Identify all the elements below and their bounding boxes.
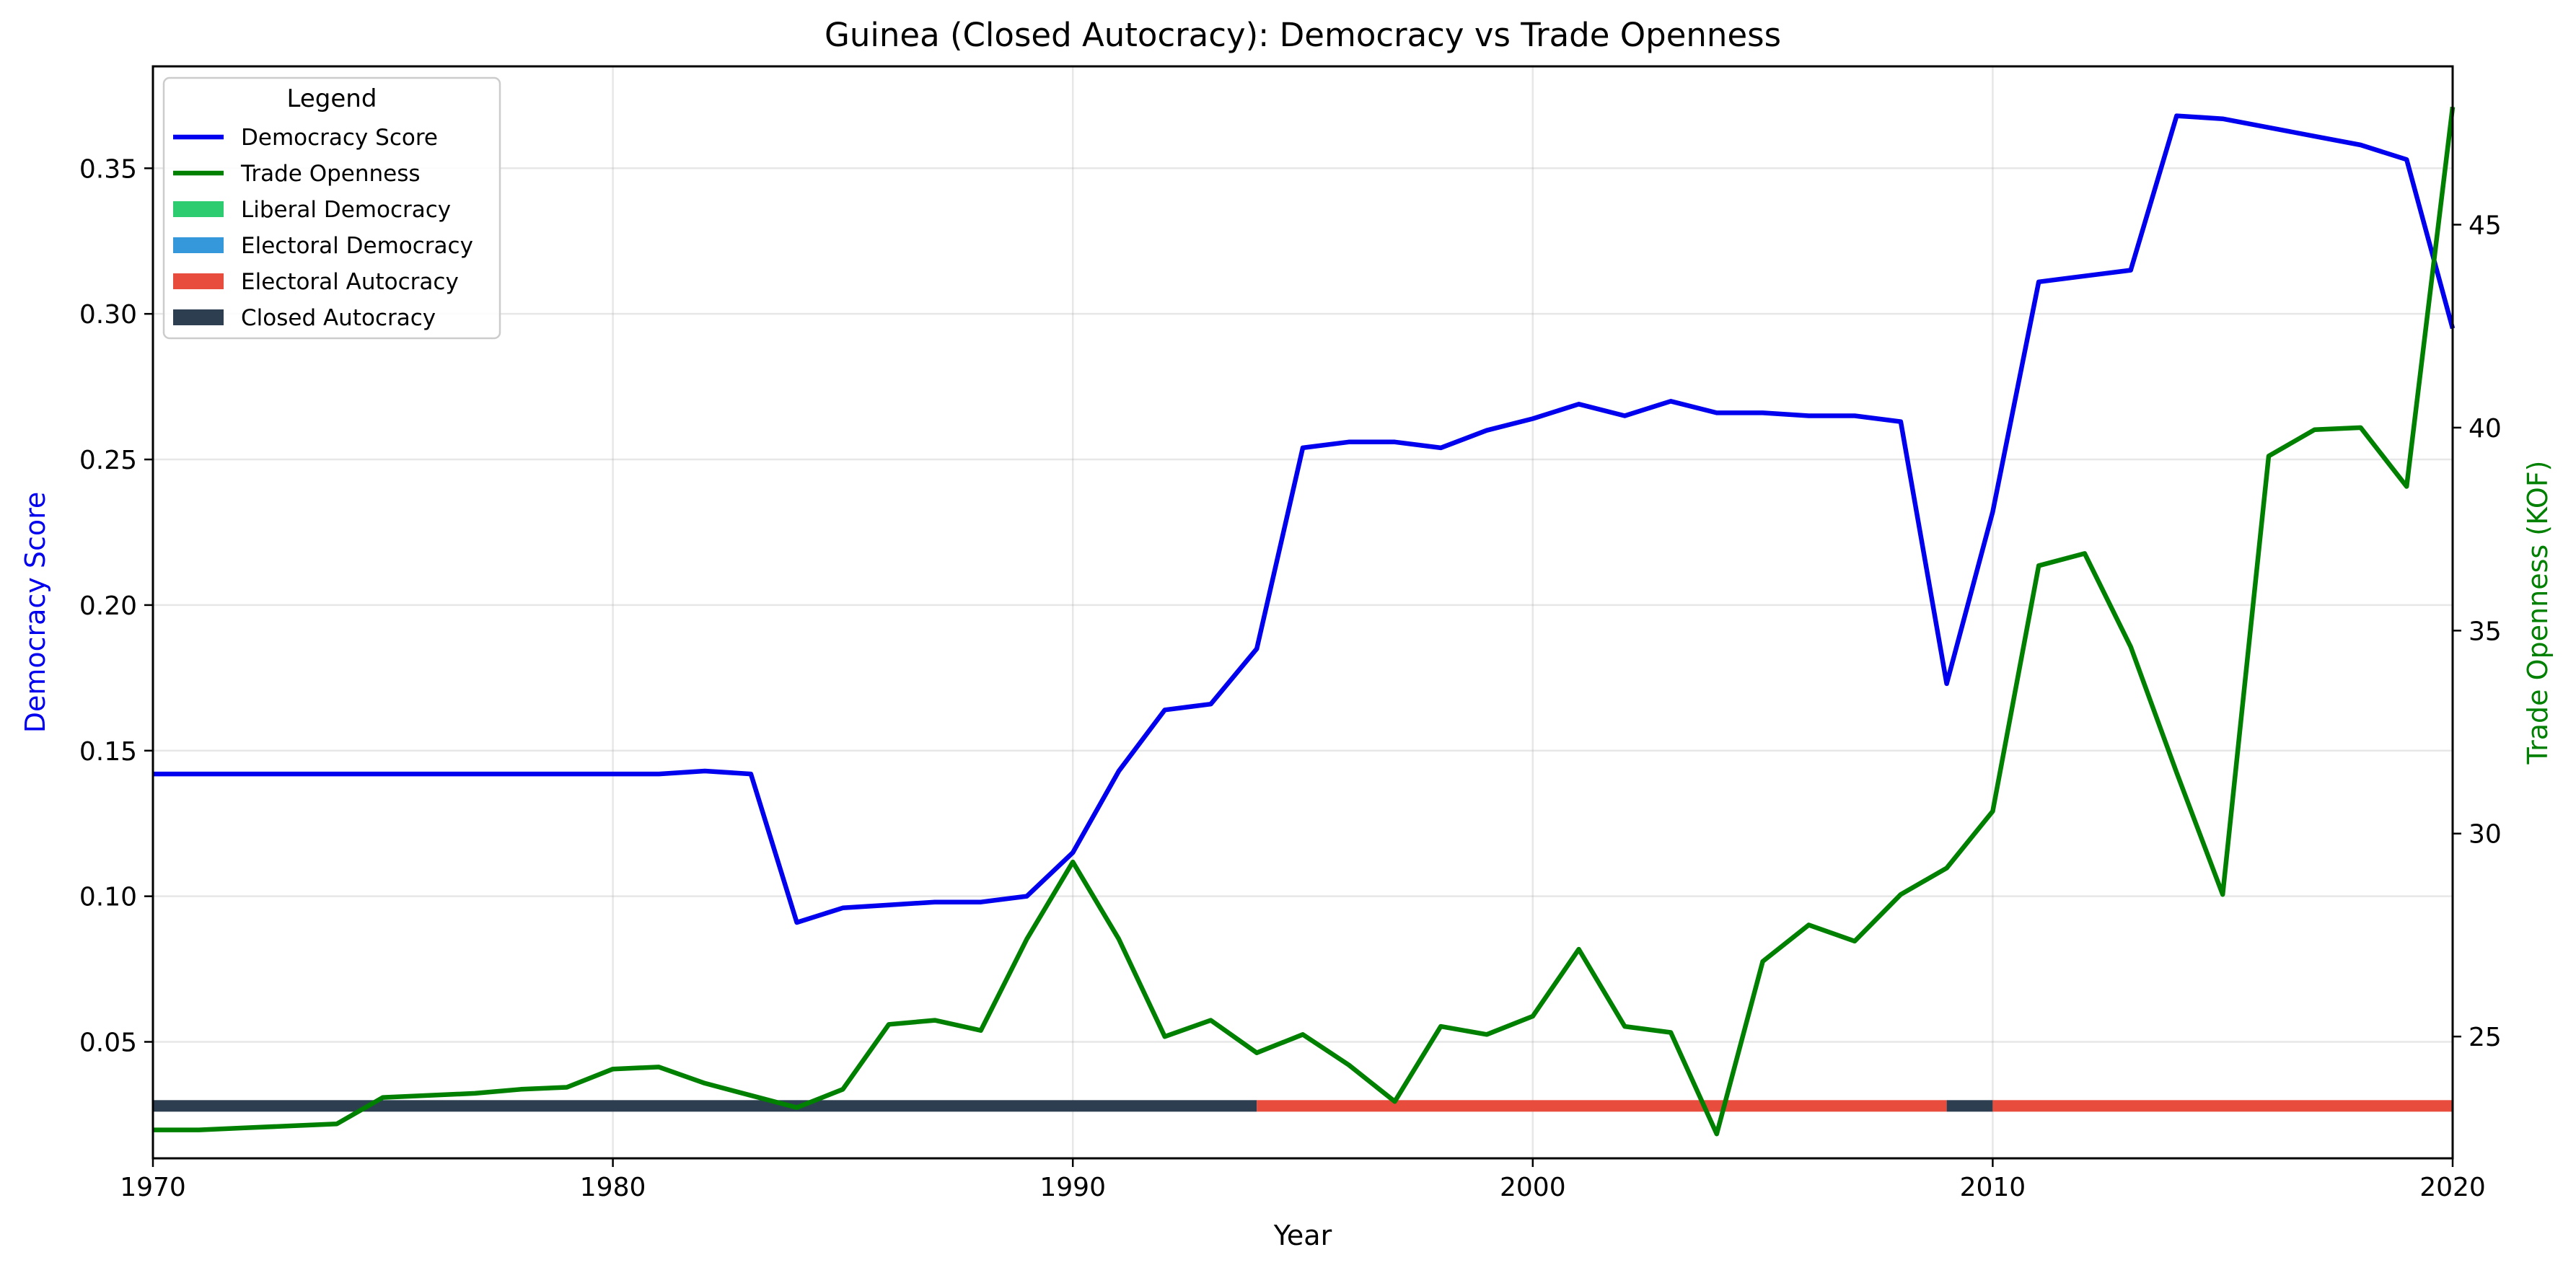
legend-entry-label: Closed Autocracy — [241, 305, 436, 331]
legend-patch-swatch — [173, 273, 224, 289]
series-layer — [153, 106, 2456, 1137]
x-tick-label: 2000 — [1500, 1173, 1566, 1202]
legend-entry-label: Democracy Score — [241, 125, 438, 151]
regime-segment — [1946, 1100, 1993, 1112]
x-tick-label: 1970 — [120, 1173, 186, 1202]
x-tick-label: 2020 — [2419, 1173, 2486, 1202]
legend-box — [162, 76, 501, 340]
legend-entry-label: Trade Openness — [240, 161, 421, 187]
y-left-tick-label: 0.30 — [79, 300, 137, 330]
democracy-score-line — [153, 113, 2456, 925]
y-left-tick-label: 0.15 — [79, 737, 137, 767]
regime-segment — [153, 1100, 1257, 1112]
y-left-tick-label: 0.10 — [79, 883, 137, 912]
trade-openness-line — [153, 106, 2456, 1137]
legend-patch-swatch — [173, 309, 224, 325]
y-left-tick-label: 0.25 — [79, 446, 137, 475]
grid-layer — [151, 66, 2454, 1158]
y-left-tick-label: 0.05 — [79, 1028, 137, 1058]
legend-entry-label: Electoral Democracy — [241, 233, 473, 259]
y-right-tick-label: 25 — [2469, 1023, 2502, 1052]
x-tick-label: 2010 — [1960, 1173, 2026, 1202]
x-tick-label: 1990 — [1039, 1173, 1106, 1202]
legend-entry-label: Liberal Democracy — [241, 197, 451, 223]
y-right-tick-label: 45 — [2469, 211, 2502, 241]
x-tick-label: 1980 — [580, 1173, 646, 1202]
legend: Legend Democracy Score Trade Openness Libe… — [162, 76, 501, 340]
y-left-tick-label: 0.20 — [79, 591, 137, 621]
plot-frame — [151, 65, 2454, 1160]
y-right-tick-label: 30 — [2469, 820, 2502, 850]
y-axis-left: 0.05 0.10 0.15 0.20 0.25 0.30 0.35 — [79, 154, 153, 1058]
regime-bar — [153, 1100, 2453, 1112]
y-axis-right: 25 30 35 40 45 — [2453, 211, 2502, 1052]
y-right-tick-label: 40 — [2469, 414, 2502, 444]
legend-entry-label: Electoral Autocracy — [241, 269, 459, 295]
legend-patch-swatch — [173, 201, 224, 217]
x-axis: 1970 1980 1990 2000 2010 2020 — [120, 1158, 2486, 1202]
y-left-tick-label: 0.35 — [79, 154, 137, 184]
y-axis-right-label: Trade Openness (KOF) — [2522, 460, 2554, 765]
x-axis-label: Year — [1273, 1220, 1332, 1251]
legend-title: Legend — [287, 84, 377, 113]
chart-title: Guinea (Closed Autocracy): Democracy vs … — [825, 16, 1781, 54]
regime-segment — [1257, 1100, 1947, 1112]
y-axis-left-label: Democracy Score — [19, 492, 51, 734]
y-right-tick-label: 35 — [2469, 617, 2502, 646]
legend-entries: Democracy Score Trade Openness Liberal Dem… — [173, 125, 473, 331]
regime-segment — [1992, 1100, 2453, 1112]
legend-patch-swatch — [173, 237, 224, 253]
